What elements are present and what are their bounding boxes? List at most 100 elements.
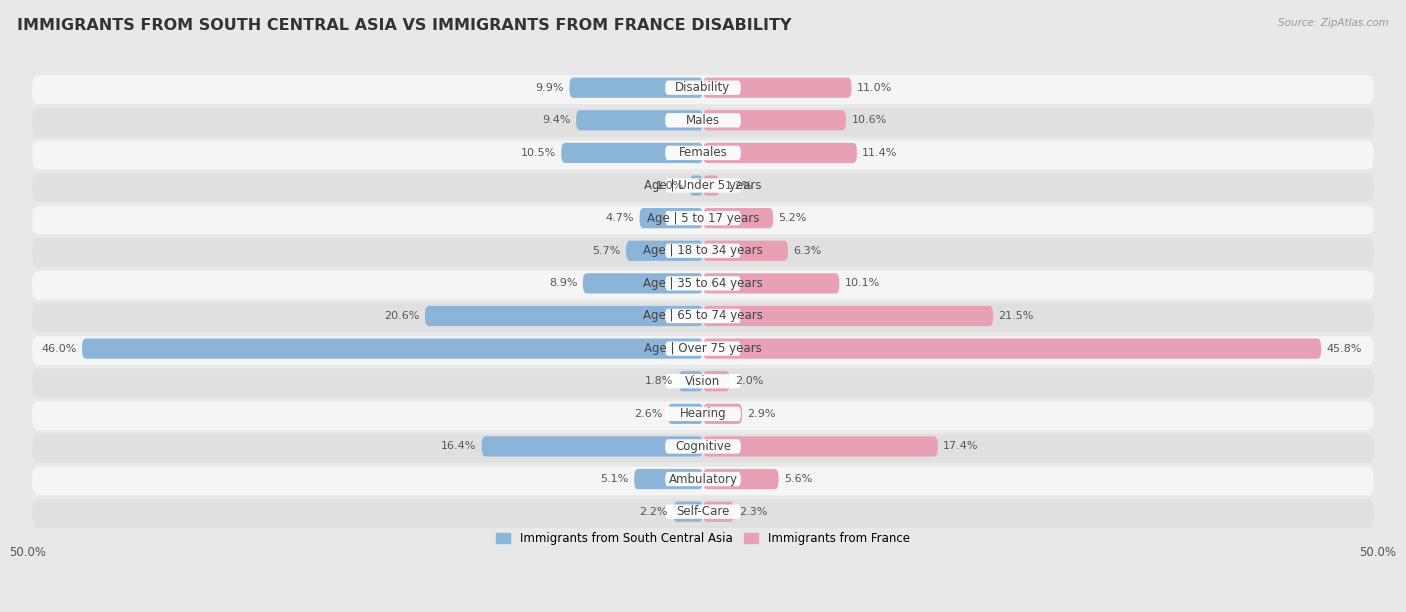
FancyBboxPatch shape: [32, 336, 1374, 365]
Text: 2.6%: 2.6%: [634, 409, 662, 419]
FancyBboxPatch shape: [679, 371, 703, 391]
Text: 20.6%: 20.6%: [384, 311, 419, 321]
FancyBboxPatch shape: [82, 338, 703, 359]
FancyBboxPatch shape: [703, 371, 730, 391]
FancyBboxPatch shape: [703, 176, 720, 196]
FancyBboxPatch shape: [703, 436, 938, 457]
Text: 10.1%: 10.1%: [845, 278, 880, 288]
Text: 1.0%: 1.0%: [655, 181, 685, 190]
Text: 5.2%: 5.2%: [779, 213, 807, 223]
FancyBboxPatch shape: [703, 306, 993, 326]
FancyBboxPatch shape: [665, 504, 741, 519]
FancyBboxPatch shape: [703, 502, 734, 522]
FancyBboxPatch shape: [32, 206, 1374, 234]
FancyBboxPatch shape: [703, 241, 787, 261]
FancyBboxPatch shape: [569, 78, 703, 98]
Text: Source: ZipAtlas.com: Source: ZipAtlas.com: [1278, 18, 1389, 28]
Text: Hearing: Hearing: [679, 408, 727, 420]
FancyBboxPatch shape: [576, 110, 703, 130]
FancyBboxPatch shape: [583, 274, 703, 294]
Text: 5.1%: 5.1%: [600, 474, 628, 484]
Text: Age | Over 75 years: Age | Over 75 years: [644, 342, 762, 355]
Text: 11.0%: 11.0%: [856, 83, 893, 92]
Text: 9.9%: 9.9%: [536, 83, 564, 92]
Text: 2.0%: 2.0%: [735, 376, 763, 386]
FancyBboxPatch shape: [665, 211, 741, 225]
FancyBboxPatch shape: [703, 208, 773, 228]
Text: 50.0%: 50.0%: [1360, 546, 1396, 559]
Text: 17.4%: 17.4%: [943, 441, 979, 452]
FancyBboxPatch shape: [703, 110, 846, 130]
FancyBboxPatch shape: [665, 309, 741, 323]
Text: Females: Females: [679, 146, 727, 159]
FancyBboxPatch shape: [482, 436, 703, 457]
Text: Age | 5 to 17 years: Age | 5 to 17 years: [647, 212, 759, 225]
FancyBboxPatch shape: [665, 113, 741, 127]
Text: 5.6%: 5.6%: [785, 474, 813, 484]
Text: 21.5%: 21.5%: [998, 311, 1033, 321]
FancyBboxPatch shape: [665, 406, 741, 421]
Text: Ambulatory: Ambulatory: [668, 472, 738, 485]
Text: Age | 35 to 64 years: Age | 35 to 64 years: [643, 277, 763, 290]
Text: Age | Under 5 years: Age | Under 5 years: [644, 179, 762, 192]
FancyBboxPatch shape: [665, 439, 741, 453]
FancyBboxPatch shape: [32, 369, 1374, 398]
FancyBboxPatch shape: [640, 208, 703, 228]
FancyBboxPatch shape: [673, 502, 703, 522]
FancyBboxPatch shape: [32, 401, 1374, 430]
FancyBboxPatch shape: [32, 141, 1374, 170]
FancyBboxPatch shape: [703, 274, 839, 294]
FancyBboxPatch shape: [703, 469, 779, 489]
Text: 2.2%: 2.2%: [640, 507, 668, 517]
Text: Self-Care: Self-Care: [676, 505, 730, 518]
Text: 8.9%: 8.9%: [548, 278, 578, 288]
FancyBboxPatch shape: [703, 143, 856, 163]
FancyBboxPatch shape: [32, 173, 1374, 202]
Text: 2.3%: 2.3%: [740, 507, 768, 517]
Text: 10.5%: 10.5%: [520, 148, 555, 158]
FancyBboxPatch shape: [665, 81, 741, 95]
Legend: Immigrants from South Central Asia, Immigrants from France: Immigrants from South Central Asia, Immi…: [491, 528, 915, 550]
FancyBboxPatch shape: [32, 238, 1374, 267]
FancyBboxPatch shape: [703, 78, 852, 98]
Text: Vision: Vision: [685, 375, 721, 388]
FancyBboxPatch shape: [665, 472, 741, 486]
FancyBboxPatch shape: [665, 341, 741, 356]
FancyBboxPatch shape: [32, 434, 1374, 463]
FancyBboxPatch shape: [425, 306, 703, 326]
FancyBboxPatch shape: [561, 143, 703, 163]
FancyBboxPatch shape: [32, 499, 1374, 528]
FancyBboxPatch shape: [665, 146, 741, 160]
Text: 1.2%: 1.2%: [724, 181, 754, 190]
FancyBboxPatch shape: [32, 75, 1374, 104]
FancyBboxPatch shape: [665, 178, 741, 193]
FancyBboxPatch shape: [634, 469, 703, 489]
FancyBboxPatch shape: [32, 467, 1374, 495]
Text: Age | 65 to 74 years: Age | 65 to 74 years: [643, 310, 763, 323]
FancyBboxPatch shape: [626, 241, 703, 261]
FancyBboxPatch shape: [703, 404, 742, 424]
FancyBboxPatch shape: [703, 338, 1322, 359]
Text: 1.8%: 1.8%: [645, 376, 673, 386]
FancyBboxPatch shape: [668, 404, 703, 424]
Text: Cognitive: Cognitive: [675, 440, 731, 453]
FancyBboxPatch shape: [32, 108, 1374, 136]
Text: IMMIGRANTS FROM SOUTH CENTRAL ASIA VS IMMIGRANTS FROM FRANCE DISABILITY: IMMIGRANTS FROM SOUTH CENTRAL ASIA VS IM…: [17, 18, 792, 34]
Text: 46.0%: 46.0%: [41, 343, 77, 354]
Text: Age | 18 to 34 years: Age | 18 to 34 years: [643, 244, 763, 257]
Text: 9.4%: 9.4%: [543, 115, 571, 125]
FancyBboxPatch shape: [665, 374, 741, 389]
FancyBboxPatch shape: [689, 176, 703, 196]
Text: 11.4%: 11.4%: [862, 148, 897, 158]
FancyBboxPatch shape: [665, 276, 741, 291]
Text: Males: Males: [686, 114, 720, 127]
Text: Disability: Disability: [675, 81, 731, 94]
Text: 45.8%: 45.8%: [1327, 343, 1362, 354]
Text: 2.9%: 2.9%: [748, 409, 776, 419]
Text: 16.4%: 16.4%: [441, 441, 477, 452]
FancyBboxPatch shape: [32, 271, 1374, 300]
Text: 5.7%: 5.7%: [592, 246, 620, 256]
Text: 6.3%: 6.3%: [793, 246, 821, 256]
FancyBboxPatch shape: [32, 304, 1374, 332]
Text: 10.6%: 10.6%: [852, 115, 887, 125]
